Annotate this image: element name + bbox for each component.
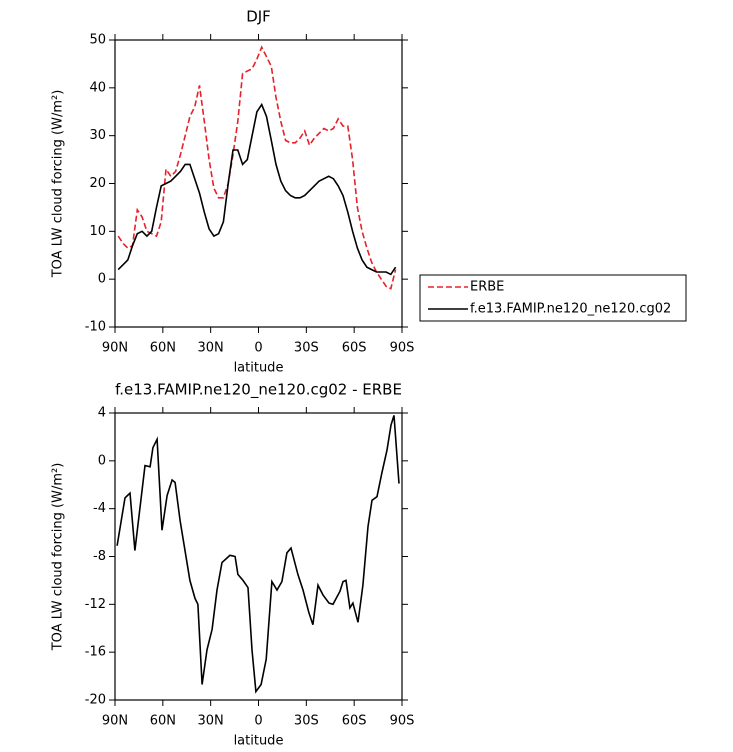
y-tick-label: 0 bbox=[98, 453, 106, 468]
legend-box bbox=[419, 274, 687, 322]
y-tick-label: 20 bbox=[89, 176, 106, 191]
x-axis-label: latitude bbox=[234, 734, 284, 749]
x-tick-label: 60S bbox=[342, 341, 367, 356]
x-tick-label: 90N bbox=[102, 341, 128, 356]
data-line bbox=[117, 102, 397, 276]
chart-title: f.e13.FAMIP.ne120_ne120.cg02 - ERBE bbox=[115, 381, 402, 400]
x-tick-label: 90S bbox=[390, 714, 415, 729]
x-tick-label: 30N bbox=[198, 714, 224, 729]
x-tick-label: 0 bbox=[254, 341, 262, 356]
y-tick-label: -20 bbox=[85, 693, 106, 708]
y-tick-label: -4 bbox=[93, 501, 106, 516]
y-tick-label: -16 bbox=[85, 645, 106, 660]
x-tick-label: 0 bbox=[254, 714, 262, 729]
x-tick-label: 90S bbox=[390, 341, 415, 356]
y-axis-label: TOA LW cloud forcing (W/m²) bbox=[51, 463, 66, 652]
data-line bbox=[117, 45, 397, 290]
legend-label: ERBE bbox=[470, 280, 504, 295]
plot-frame bbox=[114, 39, 403, 328]
y-tick-label: 4 bbox=[98, 406, 106, 421]
x-tick-label: 90N bbox=[102, 714, 128, 729]
x-axis-label: latitude bbox=[234, 361, 284, 376]
legend-label: f.e13.FAMIP.ne120_ne120.cg02 bbox=[470, 302, 671, 317]
x-tick-label: 60N bbox=[150, 714, 176, 729]
y-axis-label: TOA LW cloud forcing (W/m²) bbox=[51, 90, 66, 279]
data-line bbox=[116, 415, 400, 694]
y-tick-label: 30 bbox=[89, 128, 106, 143]
y-tick-label: -10 bbox=[85, 320, 106, 335]
x-tick-label: 30S bbox=[294, 341, 319, 356]
x-tick-label: 30N bbox=[198, 341, 224, 356]
y-tick-label: 10 bbox=[89, 224, 106, 239]
y-tick-label: -8 bbox=[93, 549, 106, 564]
x-tick-label: 30S bbox=[294, 714, 319, 729]
y-tick-label: 40 bbox=[89, 80, 106, 95]
x-tick-label: 60S bbox=[342, 714, 367, 729]
y-tick-label: 50 bbox=[89, 33, 106, 48]
x-tick-label: 60N bbox=[150, 341, 176, 356]
chart-title: DJF bbox=[246, 8, 271, 26]
y-tick-label: -12 bbox=[85, 597, 106, 612]
y-tick-label: 0 bbox=[98, 272, 106, 287]
